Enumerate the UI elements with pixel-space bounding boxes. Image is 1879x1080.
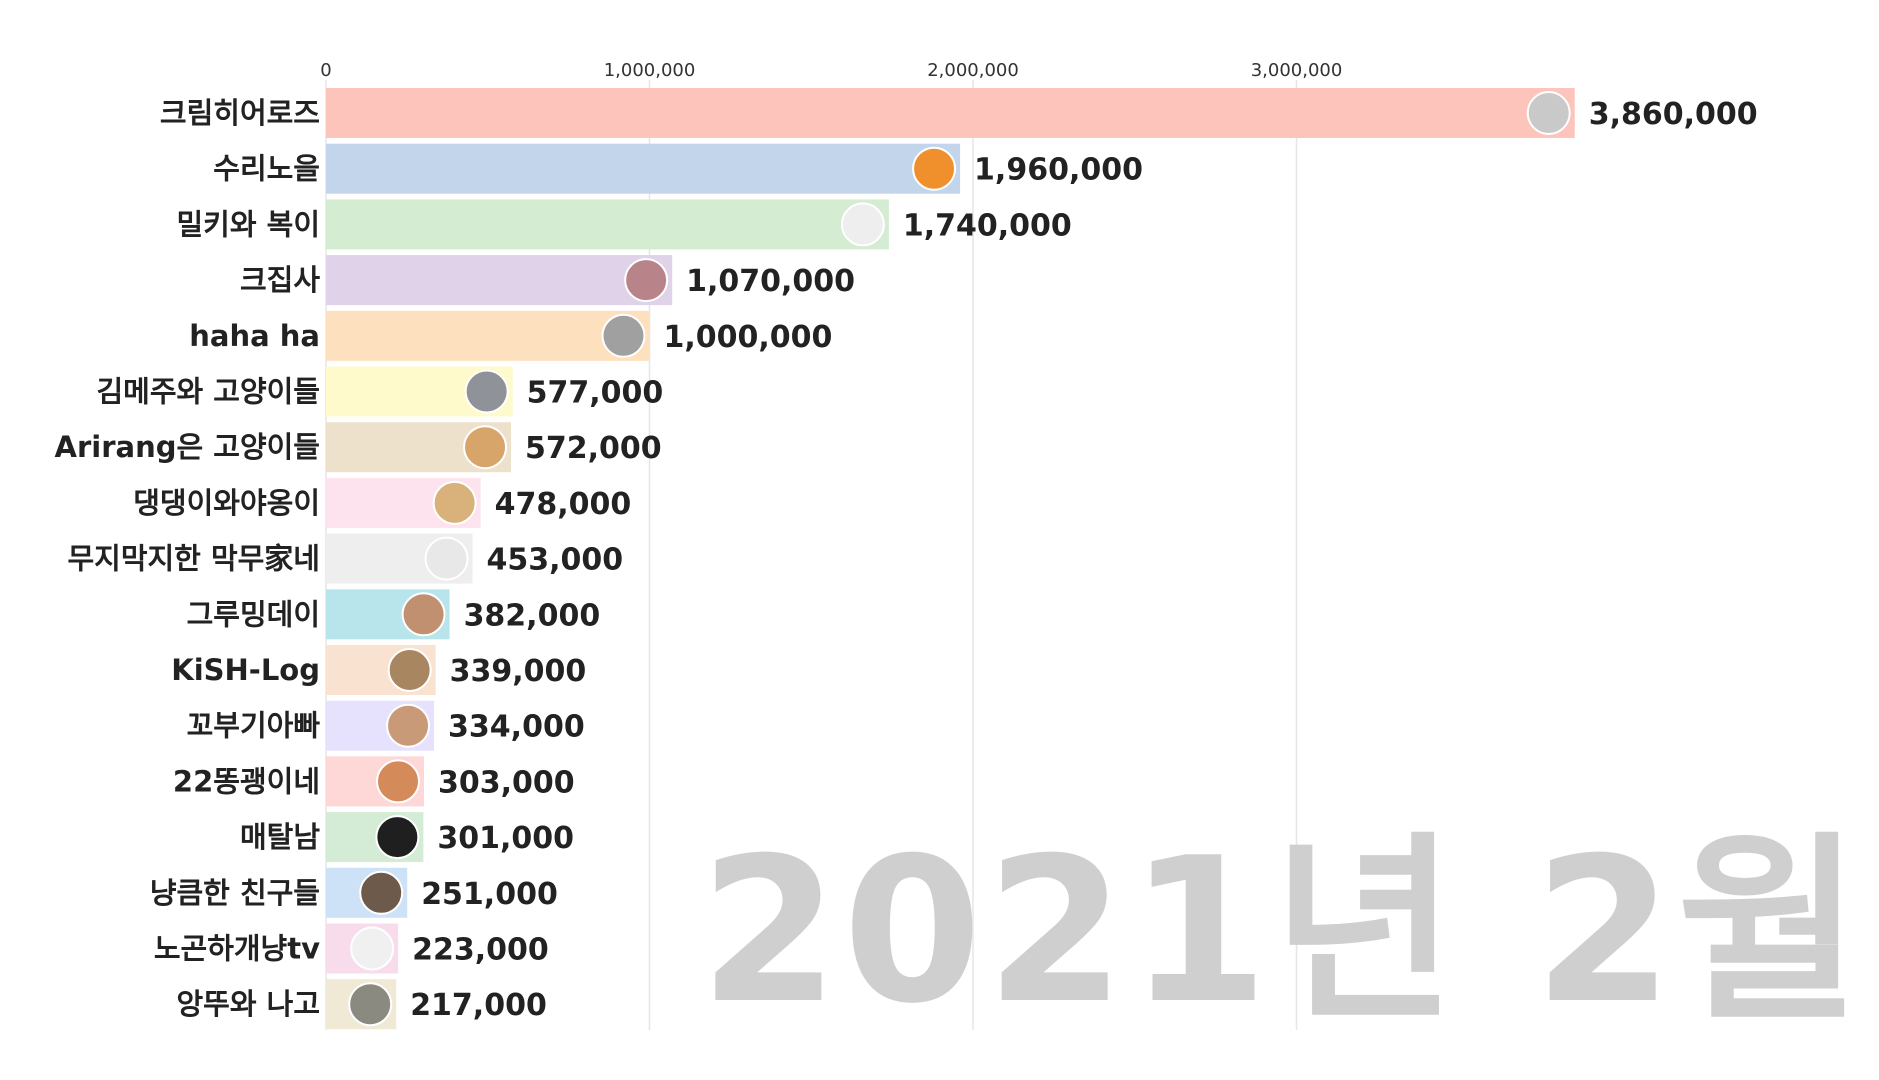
channel-avatar xyxy=(359,870,404,915)
x-tick-label: 3,000,000 xyxy=(1251,60,1343,81)
bar xyxy=(326,255,673,306)
bars: 크림히어로즈 3,860,000 수리노을 1,960,000 밀키와 복이 1,740,… xyxy=(55,88,1758,1030)
bar xyxy=(326,143,961,194)
channel-avatar xyxy=(387,648,432,692)
value-label: 301,000 xyxy=(437,821,574,856)
category-label: 냥큼한 친구들 xyxy=(150,876,320,910)
category-label: 매탈남 xyxy=(240,820,320,854)
value-label: 1,740,000 xyxy=(903,208,1072,243)
category-label: haha ha xyxy=(189,319,320,353)
channel-avatar xyxy=(376,759,421,804)
value-label: 223,000 xyxy=(412,933,549,968)
channel-avatar xyxy=(464,369,509,414)
bar xyxy=(326,310,650,361)
category-label: 22똥괭이네 xyxy=(173,764,320,798)
category-label: 크집사 xyxy=(240,263,320,297)
x-axis-ticks: 0 1,000,000 2,000,000 3,000,000 xyxy=(320,60,1342,81)
value-label: 453,000 xyxy=(487,543,624,578)
value-label: 339,000 xyxy=(450,654,587,689)
category-label: 김메주와 고양이들 xyxy=(96,375,320,409)
channel-avatar xyxy=(432,480,477,525)
period-label: 2021년 2월 xyxy=(700,815,1865,1048)
category-label: 수리노을 xyxy=(213,152,320,186)
x-tick-label: 0 xyxy=(320,60,331,81)
category-label: 밀키와 복이 xyxy=(177,207,321,241)
value-label: 382,000 xyxy=(464,598,601,633)
category-label: 앙뚜와 나고 xyxy=(177,987,321,1021)
value-label: 251,000 xyxy=(421,877,558,912)
channel-avatar xyxy=(386,703,431,748)
channel-avatar xyxy=(375,815,420,860)
category-label: 무지막지한 막무家네 xyxy=(67,542,320,576)
category-label: 크림히어로즈 xyxy=(160,96,320,130)
value-label: 1,070,000 xyxy=(686,264,855,299)
value-label: 572,000 xyxy=(525,431,662,466)
value-label: 334,000 xyxy=(448,710,585,745)
value-label: 3,860,000 xyxy=(1589,97,1758,132)
bar xyxy=(326,199,889,250)
value-label: 577,000 xyxy=(527,376,664,411)
category-label: 노곤하개냥tv xyxy=(154,932,320,966)
channel-avatar xyxy=(1526,91,1571,135)
category-label: 댕댕이와야옹이 xyxy=(133,486,320,520)
channel-avatar xyxy=(912,146,957,191)
value-label: 217,000 xyxy=(410,988,547,1023)
category-label: 그루밍데이 xyxy=(187,597,320,631)
channel-avatar xyxy=(601,313,646,358)
value-label: 1,960,000 xyxy=(974,153,1143,188)
channel-avatar xyxy=(350,926,395,971)
category-label: KiSH-Log xyxy=(171,653,320,687)
channel-avatar xyxy=(424,536,469,581)
value-label: 478,000 xyxy=(495,487,632,522)
x-tick-label: 2,000,000 xyxy=(927,60,1019,81)
category-label: 꼬부기아빠 xyxy=(187,709,321,743)
channel-avatar xyxy=(624,258,669,303)
channel-avatar xyxy=(348,982,393,1027)
channel-avatar xyxy=(401,592,446,637)
channel-avatar xyxy=(463,425,508,470)
value-label: 1,000,000 xyxy=(664,320,833,355)
category-label: Arirang은 고양이들 xyxy=(55,430,320,464)
value-label: 303,000 xyxy=(438,765,575,800)
channel-avatar xyxy=(840,202,885,247)
bar xyxy=(326,88,1575,138)
x-tick-label: 1,000,000 xyxy=(604,60,696,81)
